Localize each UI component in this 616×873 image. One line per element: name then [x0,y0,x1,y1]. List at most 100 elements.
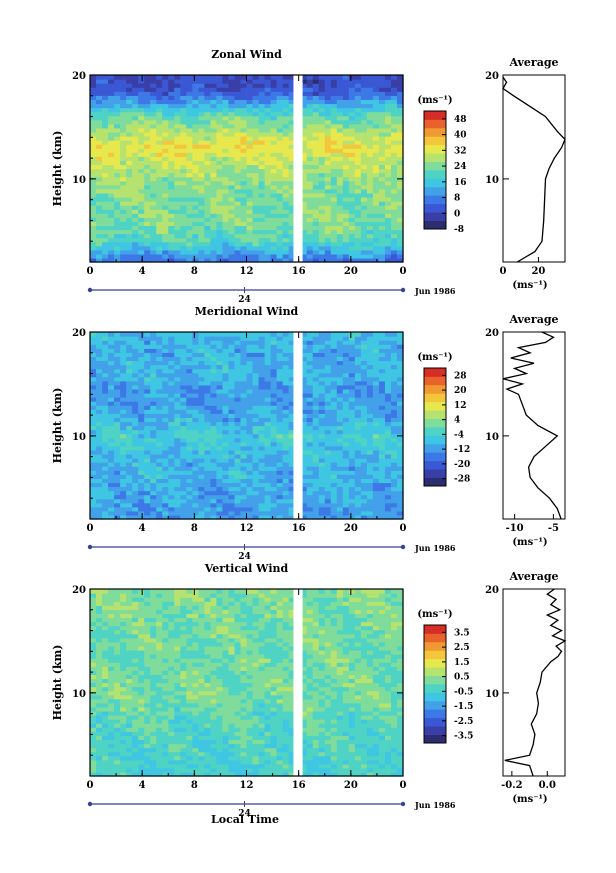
heatmap-cell [378,249,386,255]
heatmap-cell [342,486,350,492]
heatmap-cell [234,156,242,161]
heatmap-cell [246,352,254,357]
heatmap-cell [216,384,224,390]
heatmap-cell [276,409,284,414]
heatmap-cell [96,425,103,431]
heatmap-cell [336,429,344,435]
heatmap-cell [90,201,97,206]
heatmap-cell [378,445,386,451]
heatmap-cell [300,405,308,410]
heatmap-cell [234,131,242,137]
heatmap-cell [258,245,266,251]
heatmap-cell [204,336,211,341]
heatmap-cell [336,156,344,161]
heatmap-cell [234,127,242,133]
heatmap-cell [282,140,290,145]
heatmap-cell [342,111,350,117]
heatmap-cell [150,160,157,166]
heatmap-cell [336,249,344,255]
heatmap-cell [300,168,308,174]
colorbar-tick-label: -8 [454,225,464,235]
heatmap-cell [258,83,266,88]
heatmap-cell [330,356,338,362]
heatmap-cell [108,388,115,394]
heatmap-cell [210,462,217,467]
heatmap-cell [210,470,217,475]
heatmap-cell [204,123,211,129]
x-tick-label: 4 [139,523,146,534]
heatmap-cell [174,486,181,492]
heatmap-cell [276,360,284,366]
heatmap-cell [396,257,404,263]
heatmap-cell [366,470,374,475]
heatmap-cell [168,176,175,182]
heatmap-cell [162,253,169,259]
heatmap-cell [324,131,332,137]
heatmap-cell [180,123,187,129]
heatmap-cell [132,498,139,504]
heatmap-cell [168,148,175,153]
heatmap-cell [306,83,314,88]
heatmap-cell [378,103,386,109]
heatmap-cell [276,441,284,447]
heatmap-cell [228,75,236,80]
heatmap-cell [252,380,260,386]
heatmap-cell [252,376,260,382]
heatmap-cell [186,249,193,255]
colorbar-segment [424,393,446,403]
heatmap-cell [378,123,386,129]
heatmap-cell [120,364,127,370]
heatmap-cell [222,83,230,88]
heatmap-cell [270,180,278,186]
heatmap-cell [276,417,284,423]
heatmap-cell [258,368,266,374]
heatmap-cell [120,417,127,423]
heatmap-cell [360,340,368,345]
heatmap-cell [252,201,260,206]
heatmap-cell [108,196,115,202]
heatmap-cell [258,176,266,182]
heatmap-cell [96,221,103,227]
heatmap-cell [228,225,236,231]
heatmap-cell [288,413,296,418]
heatmap-cell [168,332,175,337]
heatmap-cell [318,458,326,463]
heatmap-cell [288,107,296,113]
heatmap-cell [270,413,278,418]
heatmap-cell [162,462,169,467]
heatmap-cell [234,213,242,218]
heatmap-cell [222,376,230,382]
heatmap-cell [156,257,163,263]
heatmap-cell [102,376,109,382]
heatmap-cell [252,470,260,475]
heatmap-cell [108,425,115,431]
heatmap-cell [192,478,199,484]
heatmap-cell [306,233,314,239]
heatmap-cell [360,213,368,218]
heatmap-cell [246,245,254,251]
heatmap-cell [288,144,296,149]
heatmap-cell [144,103,151,109]
heatmap-cell [102,249,109,255]
heatmap-cell [264,356,272,362]
heatmap-cell [204,510,211,516]
heatmap-cell [270,401,278,406]
heatmap-cell [222,241,230,247]
heatmap-cell [288,462,296,467]
heatmap-cell [174,87,181,92]
heatmap-cell [204,103,211,109]
heatmap-cell [96,364,103,370]
heatmap-cell [114,131,121,137]
heatmap-cell [234,445,242,451]
heatmap-cell [258,201,266,206]
heatmap-cell [96,127,103,133]
heatmap-cell [300,360,308,366]
heatmap-cell [288,486,296,492]
heatmap-cell [156,245,163,251]
heatmap-cell [372,148,380,153]
heatmap-cell [318,188,326,194]
heatmap-cell [210,498,217,504]
heatmap-cell [150,458,157,463]
heatmap-cell [162,449,169,455]
